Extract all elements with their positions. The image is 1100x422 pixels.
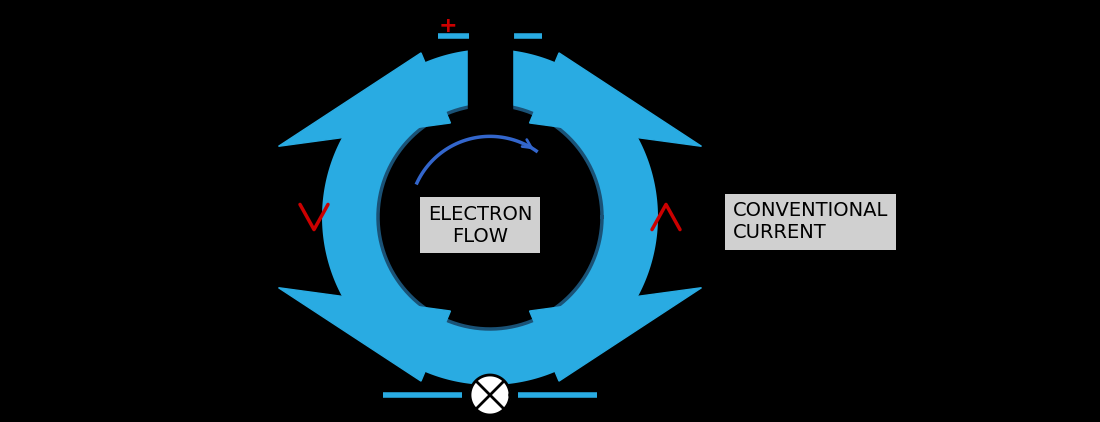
Polygon shape bbox=[278, 53, 451, 146]
Polygon shape bbox=[470, 375, 510, 415]
Polygon shape bbox=[322, 49, 658, 385]
Text: CONVENTIONAL
CURRENT: CONVENTIONAL CURRENT bbox=[733, 201, 889, 243]
Polygon shape bbox=[529, 288, 702, 381]
Polygon shape bbox=[378, 105, 602, 329]
Text: ELECTRON
FLOW: ELECTRON FLOW bbox=[428, 205, 532, 246]
Polygon shape bbox=[278, 288, 451, 381]
Polygon shape bbox=[529, 53, 702, 146]
Polygon shape bbox=[468, 37, 512, 113]
Text: +: + bbox=[439, 16, 458, 36]
